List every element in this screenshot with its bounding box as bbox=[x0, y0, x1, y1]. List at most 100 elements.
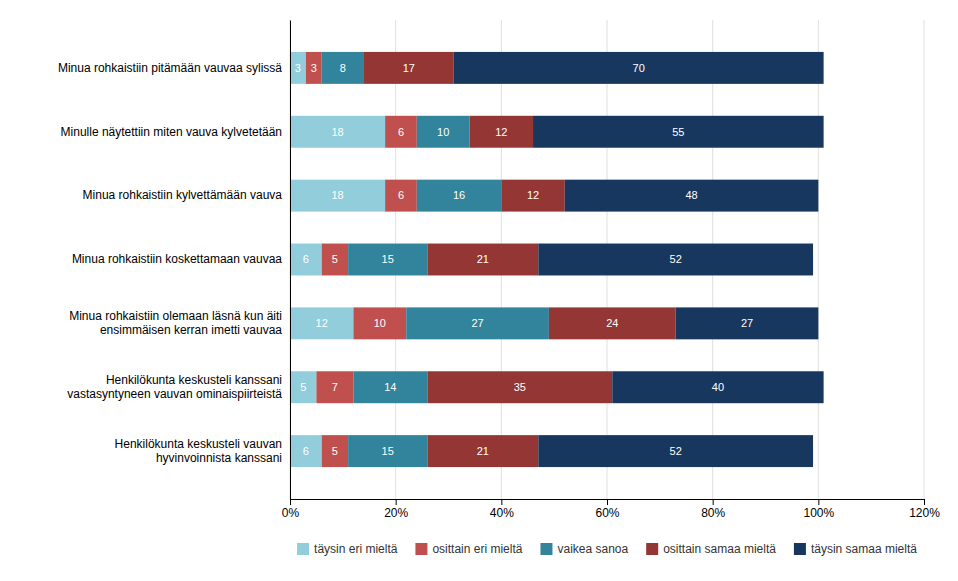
series-labels: 70554852274052 bbox=[633, 62, 754, 457]
chart: 3181861256366510758101615271415171212212… bbox=[0, 0, 958, 581]
plot: 3181861256366510758101615271415171212212… bbox=[58, 20, 940, 520]
data-label: 5 bbox=[300, 381, 306, 393]
tick-label: Minua rohkaistiin kylvettämään vauva bbox=[83, 188, 283, 202]
legend-swatch bbox=[794, 543, 806, 555]
tick-mark bbox=[501, 499, 502, 505]
data-label: 27 bbox=[741, 317, 753, 329]
tick-label: Minua rohkaistiin koskettamaan vauvaa bbox=[72, 252, 282, 266]
data-label: 8 bbox=[340, 62, 346, 74]
legend-swatch bbox=[646, 543, 658, 555]
tick: Minua rohkaistiin olemaan läsnä kun äiti… bbox=[69, 309, 290, 337]
bar bbox=[348, 435, 427, 467]
bar bbox=[322, 52, 364, 84]
bar bbox=[501, 180, 564, 212]
bar bbox=[353, 307, 406, 339]
bar bbox=[290, 244, 322, 276]
tick: 60% bbox=[595, 499, 619, 520]
bar bbox=[316, 371, 353, 403]
tick-label: 20% bbox=[384, 506, 408, 520]
bar bbox=[538, 244, 813, 276]
bar bbox=[385, 180, 417, 212]
data-labels: 3181861256366510758101615271415171212212… bbox=[295, 62, 753, 457]
tick-label: 120% bbox=[909, 506, 940, 520]
tick-label: 60% bbox=[595, 506, 619, 520]
bar bbox=[533, 116, 824, 148]
grid-line bbox=[818, 20, 819, 499]
tick: Minua rohkaistiin koskettamaan vauvaa bbox=[72, 252, 290, 266]
tick-label-line: hyvinvoinnista kanssani bbox=[156, 451, 282, 465]
tick-label-line: Minua rohkaistiin pitämään vauvaa syliss… bbox=[58, 61, 282, 75]
tick-label: Henkilökunta keskusteli kanssanivastasyn… bbox=[67, 373, 282, 401]
tick-mark bbox=[396, 499, 397, 505]
bar bbox=[454, 52, 824, 84]
tick-label-line: Minua rohkaistiin kylvettämään vauva bbox=[83, 188, 283, 202]
bar bbox=[470, 116, 533, 148]
bar bbox=[385, 116, 417, 148]
bar bbox=[406, 307, 549, 339]
bar bbox=[290, 116, 385, 148]
data-label: 6 bbox=[303, 445, 309, 457]
tick-label: Minua rohkaistiin pitämään vauvaa syliss… bbox=[58, 61, 282, 75]
tick: 40% bbox=[490, 499, 514, 520]
data-label: 12 bbox=[495, 126, 507, 138]
tick: Minulle näytettiin miten vauva kylvetetä… bbox=[61, 125, 290, 139]
data-label: 12 bbox=[316, 317, 328, 329]
tick: 120% bbox=[909, 499, 940, 520]
tick-label: 40% bbox=[490, 506, 514, 520]
bar bbox=[290, 52, 306, 84]
tick-mark bbox=[924, 499, 925, 505]
tick: Henkilökunta keskusteli kanssanivastasyn… bbox=[67, 373, 290, 401]
bar bbox=[538, 435, 813, 467]
data-label: 18 bbox=[331, 189, 343, 201]
tick-mark bbox=[607, 499, 608, 505]
legend-item: täysin samaa mieltä bbox=[794, 542, 917, 556]
tick: Minua rohkaistiin pitämään vauvaa syliss… bbox=[58, 61, 290, 75]
legend-item: osittain samaa mieltä bbox=[646, 542, 776, 556]
legend-item: vaikea sanoa bbox=[540, 542, 628, 556]
bar bbox=[549, 307, 676, 339]
series bbox=[454, 52, 824, 467]
bar bbox=[364, 52, 454, 84]
bar bbox=[427, 244, 538, 276]
grid-line bbox=[924, 20, 925, 499]
data-label: 5 bbox=[332, 253, 338, 265]
bar bbox=[322, 435, 348, 467]
data-label: 52 bbox=[670, 253, 682, 265]
tick-mark bbox=[713, 499, 714, 505]
data-label: 52 bbox=[670, 445, 682, 457]
tick-mark bbox=[818, 499, 819, 505]
bar bbox=[306, 52, 322, 84]
bar bbox=[290, 307, 353, 339]
data-label: 3 bbox=[311, 62, 317, 74]
bar bbox=[290, 435, 322, 467]
bars bbox=[290, 52, 824, 467]
tick-mark bbox=[290, 499, 291, 505]
legend-item: täysin eri mieltä bbox=[297, 542, 398, 556]
data-label: 10 bbox=[437, 126, 449, 138]
data-label: 21 bbox=[477, 253, 489, 265]
data-label: 15 bbox=[382, 445, 394, 457]
series-labels: 3181861256 bbox=[295, 62, 344, 457]
tick-label-line: Minua rohkaistiin koskettamaan vauvaa bbox=[72, 252, 282, 266]
data-label: 10 bbox=[374, 317, 386, 329]
tick-label-line: Henkilökunta keskusteli kanssani bbox=[106, 373, 282, 387]
bar bbox=[565, 180, 819, 212]
data-label: 16 bbox=[453, 189, 465, 201]
bar bbox=[322, 244, 348, 276]
bar bbox=[290, 180, 385, 212]
legend-label: täysin samaa mieltä bbox=[811, 542, 917, 556]
grid bbox=[290, 20, 924, 499]
tick: 80% bbox=[701, 499, 725, 520]
tick-label: 100% bbox=[803, 506, 834, 520]
data-label: 7 bbox=[332, 381, 338, 393]
tick: Henkilökunta keskusteli vauvanhyvinvoinn… bbox=[115, 437, 290, 465]
data-label: 40 bbox=[712, 381, 724, 393]
data-label: 18 bbox=[331, 126, 343, 138]
data-label: 5 bbox=[332, 445, 338, 457]
legend-label: osittain samaa mieltä bbox=[663, 542, 776, 556]
data-label: 12 bbox=[527, 189, 539, 201]
tick-label: Minua rohkaistiin olemaan läsnä kun äiti… bbox=[69, 309, 282, 337]
series-labels: 36651075 bbox=[311, 62, 404, 457]
series-labels: 17121221243521 bbox=[403, 62, 619, 457]
series-labels: 8101615271415 bbox=[340, 62, 484, 457]
